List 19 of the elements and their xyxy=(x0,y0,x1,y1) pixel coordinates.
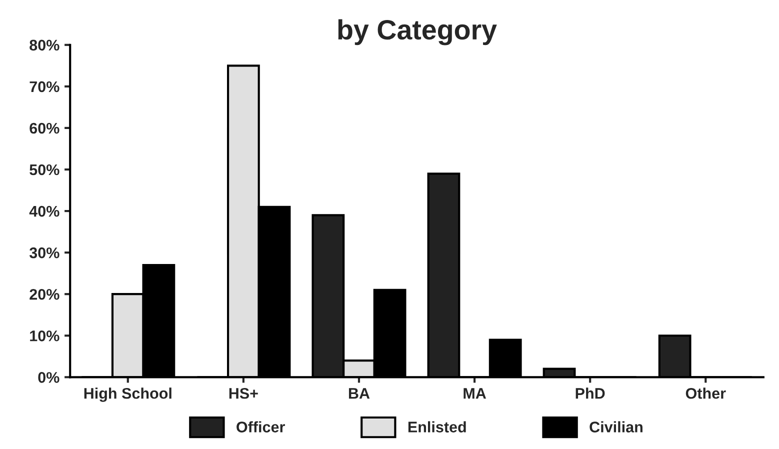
legend-label: Enlisted xyxy=(408,421,466,432)
y-tick-label: 60% xyxy=(30,122,60,134)
x-tick-label: HS+ xyxy=(229,388,258,399)
legend-label: Officer xyxy=(236,421,285,432)
y-tick-label: 50% xyxy=(30,164,60,176)
x-tick-label: Other xyxy=(686,388,726,399)
chart-title: by Category xyxy=(338,19,497,46)
y-tick-label: 10% xyxy=(30,330,60,342)
y-tick-label: 80% xyxy=(30,40,60,51)
y-tick-label: 30% xyxy=(29,247,60,258)
x-tick-label: PhD xyxy=(576,388,605,399)
y-tick-label: 40% xyxy=(29,206,60,217)
y-tick-label: 70% xyxy=(30,81,60,92)
x-tick-label: High School xyxy=(84,388,172,402)
x-tick-label: MA xyxy=(464,388,486,399)
legend-label: Civilian xyxy=(590,421,642,432)
y-tick-label: 20% xyxy=(30,288,60,300)
y-tick-label: 0% xyxy=(38,372,60,383)
x-tick-label: BA xyxy=(348,388,370,399)
